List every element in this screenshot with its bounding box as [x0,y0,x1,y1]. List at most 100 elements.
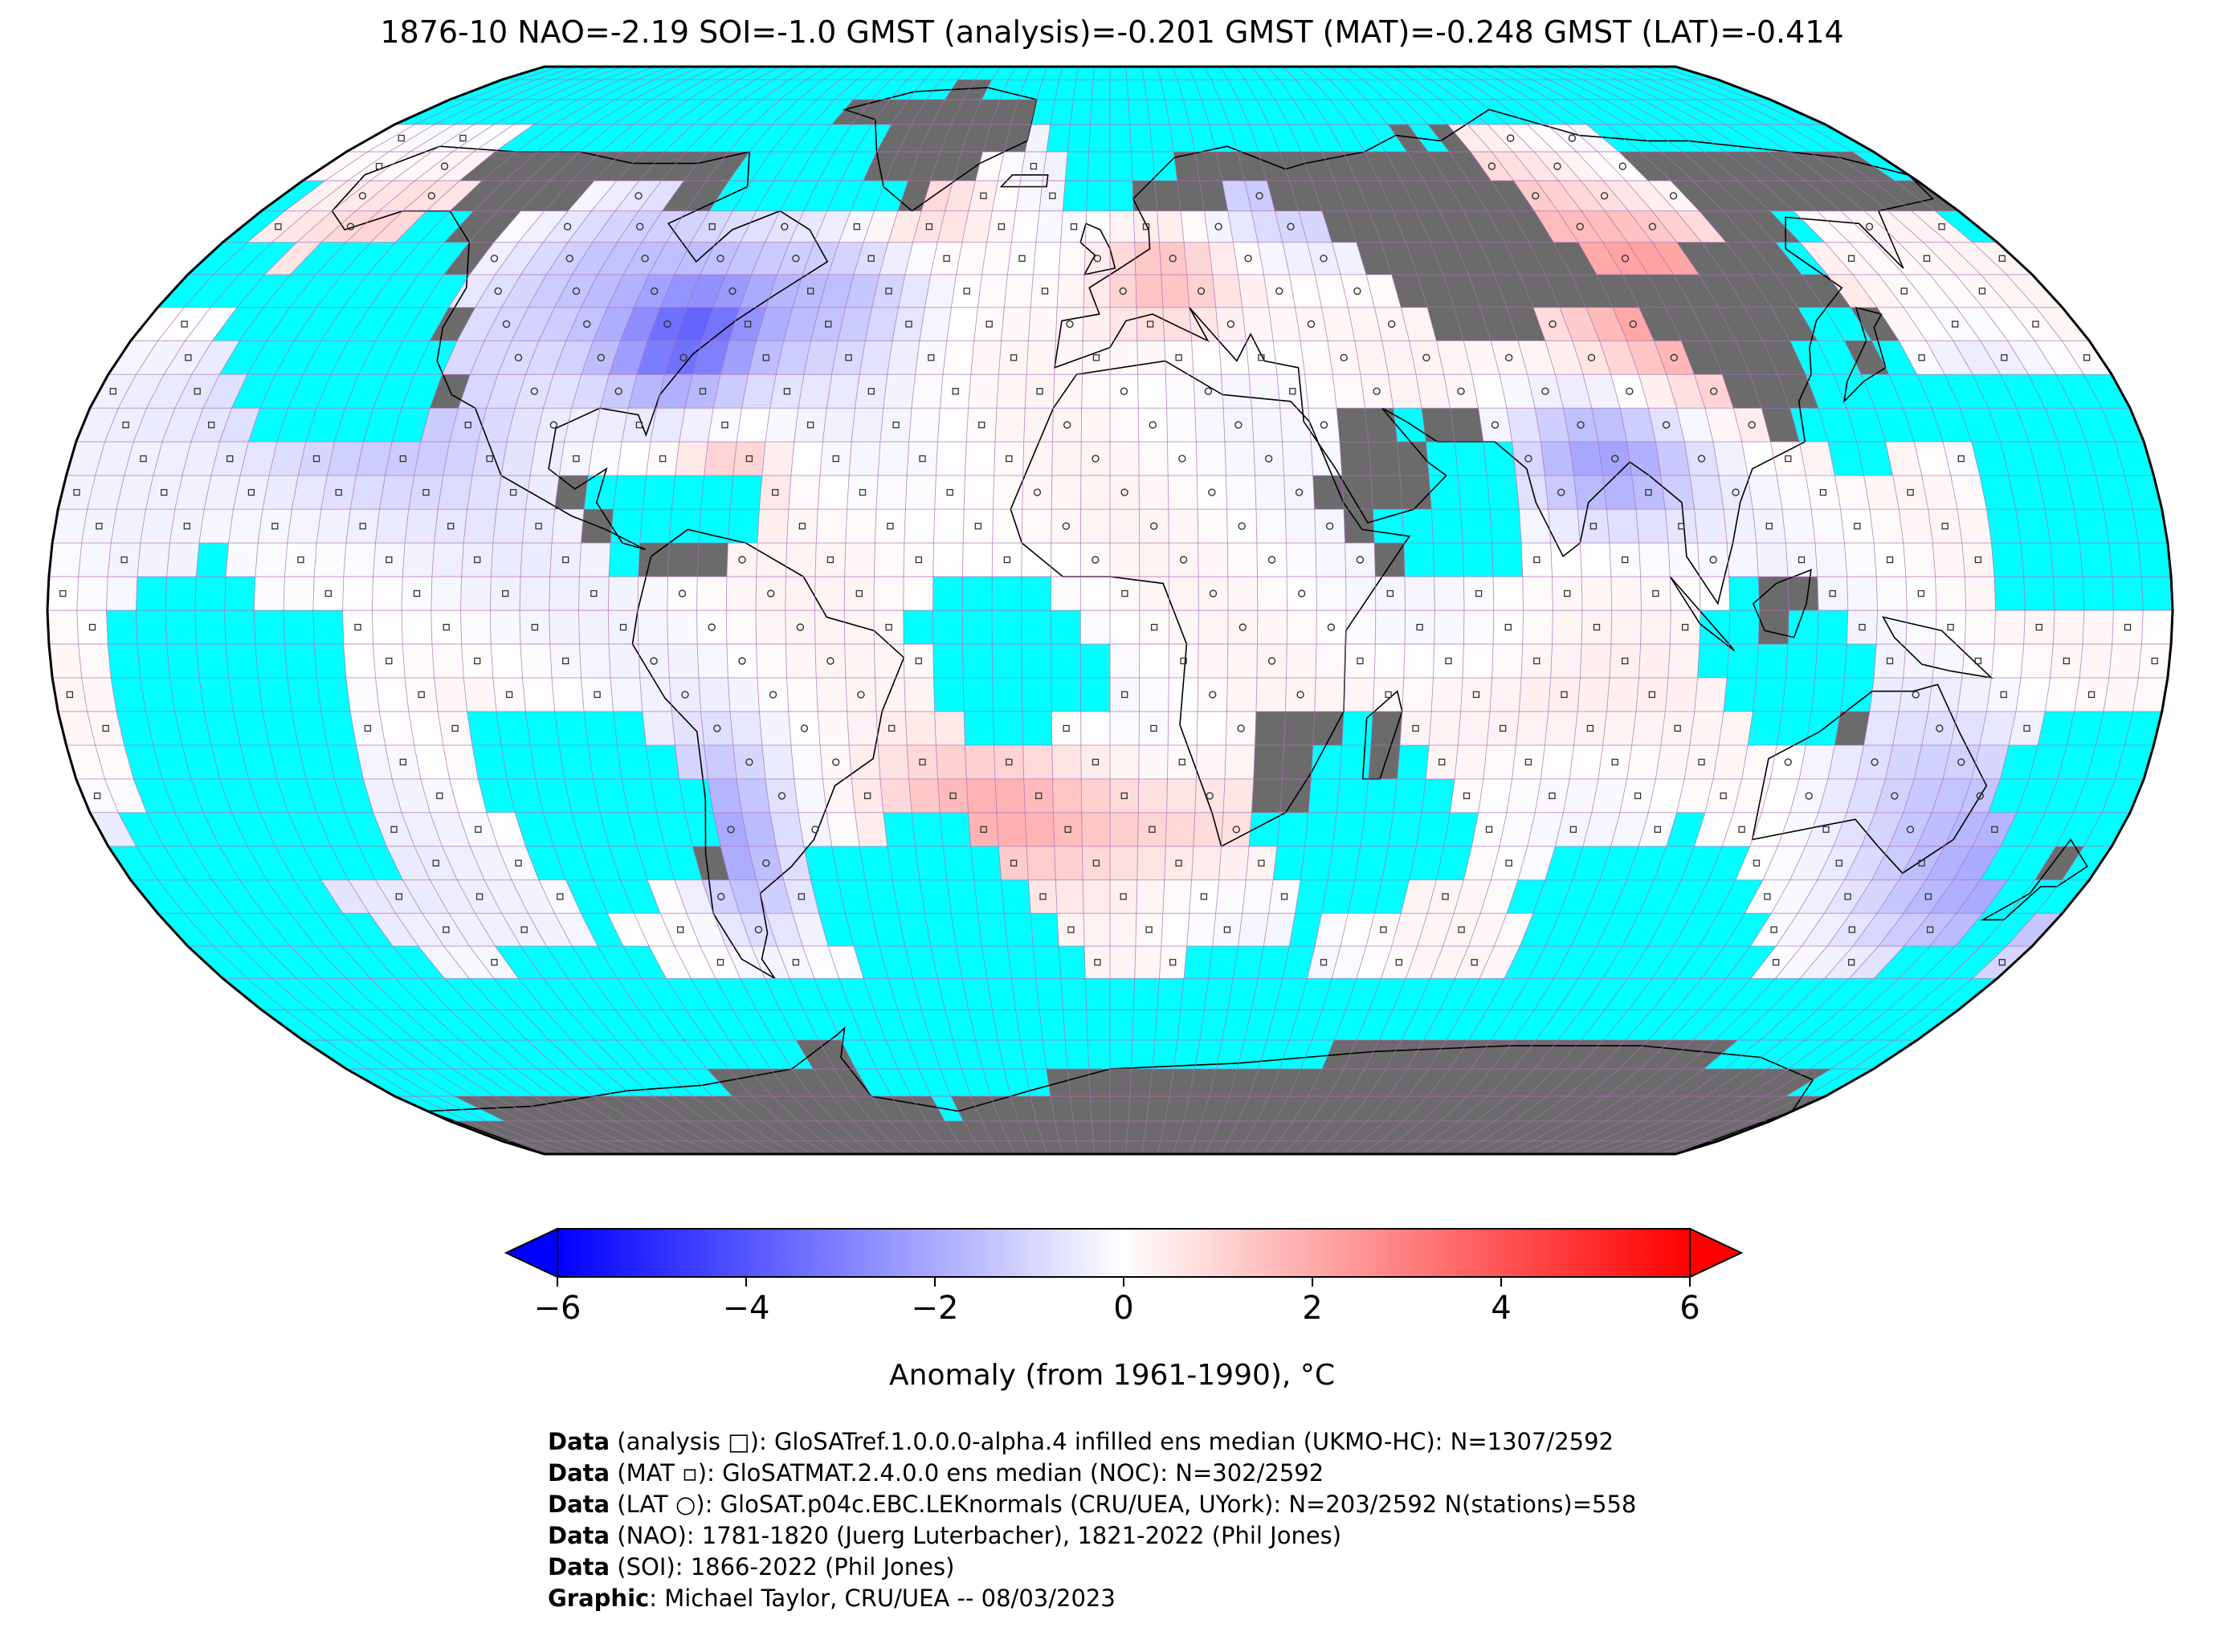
mat-marker [1844,893,1851,900]
meridian-line [1471,67,1789,1154]
grid-cell-data [324,152,390,181]
grid-cell-data [664,341,702,375]
mat-marker [491,959,498,966]
grid-cell-data [1512,442,1545,476]
grid-cell-land-missing [1388,124,1429,152]
grid-cell-data [1847,577,1878,610]
meridian-line [1188,67,1259,1154]
lat-station-marker [1066,320,1074,328]
credit-text: (analysis □): GloSATref.1.0.0.0-alpha.4 … [610,1428,1614,1455]
grid-cell-land-missing [1599,1121,1660,1141]
grid-cell-land-missing [1220,1096,1250,1121]
grid-cell-data [1083,879,1110,914]
grid-cell-land-missing [459,152,516,181]
grid-cell-land-missing [1443,274,1481,308]
grid-cell-data [449,408,487,443]
grid-cell-data [1605,210,1653,243]
grid-cell-land-missing [1144,1121,1165,1141]
mat-marker [1175,859,1182,867]
grid-cell-data [1628,210,1677,243]
grid-cell-data [1631,711,1666,745]
mat-marker [520,926,528,933]
grid-cell-data [732,744,765,779]
colorbar-tick-label: −2 [912,1290,959,1327]
grid-cell-data [617,442,651,476]
grid-cell-data [1212,274,1243,308]
coastline-uk [1079,222,1116,276]
grid-cell-data [1892,475,1928,510]
grid-cell-data [934,475,965,510]
grid-cell-data [1168,475,1198,510]
grid-cell-data [1573,711,1607,745]
grid-cell-land-missing [1765,1069,1831,1096]
grid-cell-data [298,442,335,476]
grid-cell-data [1612,307,1655,341]
grid-cell-land-missing [755,1140,796,1154]
grid-cell-data [2112,610,2144,644]
grid-cell-data [1775,946,1828,979]
grid-cell-data [675,744,708,779]
grid-cell-data [1161,913,1190,947]
grid-cell-land-missing [1308,1069,1344,1096]
mat-marker [474,657,481,665]
grid-cell-land-missing [1725,1069,1789,1096]
grid-cell-data [697,644,728,678]
grid-cell-data [484,307,528,341]
grid-cell-data [634,274,675,308]
grid-cell-data [389,124,455,152]
mat-marker [443,623,450,631]
lat-station-marker [490,255,499,263]
grid-cell-land-missing [1423,181,1464,211]
grid-cell-land-missing [1368,744,1400,779]
grid-cell-data [1242,307,1274,341]
meridian-line [1533,67,1908,1154]
meridian-line [1502,67,1849,1154]
grid-cell-data [924,274,957,308]
credit-label: Data [548,1491,610,1518]
grid-cell-data [443,744,479,779]
grid-cell-land-missing [1722,374,1762,409]
grid-cell-land-missing [908,152,941,181]
grid-cell-data [1083,307,1110,341]
grid-cell-data [438,711,472,745]
grid-cell-data [828,946,864,979]
grid-cell-data [1314,509,1345,544]
grid-cell-data [1184,242,1213,275]
anomaly-cells [47,80,2173,1154]
grid-cell-land-missing [1055,1121,1076,1141]
grid-cell-data [1609,644,1641,678]
grid-cell-data [564,408,600,443]
grid-cell-data [449,778,487,813]
mat-marker [1569,826,1577,833]
grid-cell-land-missing [1447,1069,1492,1096]
grid-cell-land-missing [1070,1096,1092,1121]
grid-cell-data [1025,124,1051,152]
grid-cell-data [1620,408,1656,443]
lat-station-marker [1214,222,1222,230]
grid-cell-data [1455,946,1495,979]
grid-cell-data [559,442,594,476]
mat-marker [1952,320,1959,328]
grid-cell-data [1314,677,1345,712]
mat-marker [915,556,922,564]
mat-marker [447,522,455,530]
grid-cell-data [786,543,817,577]
grid-cell-data [992,181,1021,211]
grid-cell-land-missing [1330,1096,1369,1121]
grid-cell-data [373,543,406,577]
grid-cell-data [1434,577,1464,610]
grid-cell-data [48,644,82,678]
grid-cell-data [783,307,819,341]
mat-marker [1764,893,1771,900]
grid-cell-data [1640,610,1671,644]
grid-cell-land-missing [1296,1121,1330,1141]
grid-cell-land-missing [839,1140,875,1154]
meridian-line [1377,67,1613,1154]
mat-marker [399,455,406,463]
grid-cell-data [1591,408,1627,443]
mat-marker [185,354,192,361]
grid-cell-data [725,946,765,979]
grid-cell-data [1110,374,1139,409]
grid-cell-data [1818,778,1857,813]
mat-marker [1822,826,1830,833]
